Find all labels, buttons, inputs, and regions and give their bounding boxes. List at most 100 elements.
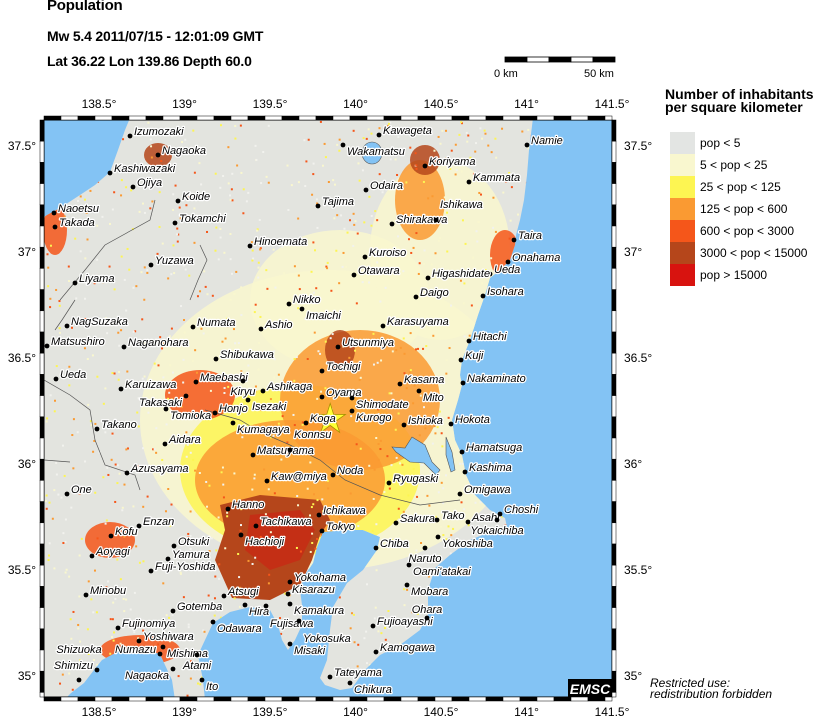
- density-cell: [134, 330, 137, 333]
- frame-tick: [39, 395, 45, 418]
- density-cell: [222, 483, 225, 486]
- city-dot-icon: [413, 294, 419, 300]
- density-cell: [463, 508, 466, 511]
- legend-swatch: [670, 242, 695, 264]
- frame-tick: [604, 115, 613, 121]
- city: Naganohara: [121, 336, 190, 350]
- density-cell: [51, 517, 54, 520]
- density-cell: [418, 434, 421, 437]
- density-cell: [61, 673, 64, 676]
- density-cell: [55, 473, 58, 476]
- density-cell: [312, 241, 315, 244]
- density-cell: [143, 375, 146, 378]
- city-dot-icon: [505, 259, 511, 265]
- epicenter-star-icon[interactable]: [313, 402, 347, 434]
- city-dot-icon: [247, 243, 253, 249]
- city: Koide: [175, 190, 211, 204]
- frame-tick: [39, 607, 45, 630]
- city-dot-icon: [83, 592, 89, 598]
- density-cell: [266, 541, 269, 544]
- frame-tick: [39, 225, 45, 248]
- density-cell: [59, 682, 62, 685]
- frame-tick: [247, 696, 266, 702]
- density-cell: [403, 352, 406, 355]
- lon-tick-label: 140.5°: [424, 97, 459, 111]
- density-cell: [70, 326, 73, 329]
- city-label: Mito: [423, 392, 444, 404]
- city-dot-icon: [466, 338, 472, 344]
- density-cell: [191, 360, 194, 363]
- city-label: Azusayama: [130, 463, 188, 475]
- density-cell: [177, 675, 180, 678]
- density-cell: [187, 626, 190, 629]
- density-cell: [111, 432, 114, 435]
- lat-tick-label: 35.5°: [8, 563, 36, 577]
- density-cell: [403, 604, 406, 607]
- density-cell: [230, 272, 233, 275]
- city-label: Tachikawa: [260, 516, 312, 528]
- city-label: Tochigi: [326, 361, 361, 373]
- city-label: Nagaoka: [162, 145, 206, 157]
- density-cell: [119, 578, 122, 581]
- city-label: Aidara: [168, 434, 201, 446]
- density-cell: [422, 347, 425, 350]
- density-cell: [293, 424, 296, 427]
- city-dot-icon: [230, 420, 236, 426]
- density-cell: [402, 518, 405, 521]
- density-cell: [355, 302, 358, 305]
- city-dot-icon: [386, 480, 392, 486]
- city-dot-icon: [170, 608, 176, 614]
- city-label: Choshi: [504, 504, 539, 516]
- density-cell: [315, 287, 318, 290]
- density-cell: [123, 278, 126, 281]
- lat-tick-label: 35.5°: [624, 563, 652, 577]
- density-cell: [254, 385, 257, 388]
- city-label: Odawara: [217, 623, 262, 635]
- density-cell: [292, 519, 295, 522]
- city-dot-icon: [115, 625, 121, 631]
- density-cell: [164, 510, 167, 513]
- density-cell: [333, 428, 336, 431]
- density-cell: [221, 466, 224, 469]
- density-cell: [137, 397, 140, 400]
- density-cell: [215, 549, 218, 552]
- frame-tick: [39, 246, 45, 269]
- city: Nikko: [286, 293, 322, 307]
- density-cell: [169, 524, 172, 527]
- density-cell: [415, 549, 418, 552]
- density-cell: [317, 350, 320, 353]
- city: Atami: [181, 652, 213, 673]
- density-cell: [409, 369, 412, 372]
- density-cell: [206, 293, 209, 296]
- density-cell: [324, 340, 327, 343]
- frame-tick: [39, 162, 45, 184]
- map-axes: 138.5° 138.5° 139° 139° 139.5° 139.5° 140° 140°…: [8, 97, 653, 718]
- city: Higashidate: [425, 267, 491, 281]
- density-cell: [53, 489, 56, 492]
- city-dot-icon: [107, 170, 113, 176]
- density-cell: [205, 480, 208, 483]
- density-cell: [349, 492, 352, 495]
- city-dot-icon: [210, 619, 216, 625]
- density-cell: [270, 523, 273, 526]
- city-dot-icon: [287, 447, 293, 453]
- lon-tick-label: 140.5°: [424, 705, 459, 718]
- frame-tick: [536, 115, 555, 121]
- frame-tick: [553, 115, 572, 121]
- density-cell: [280, 632, 283, 635]
- density-cell: [254, 303, 257, 306]
- density-cell: [312, 173, 315, 176]
- density-cell: [220, 471, 223, 474]
- density-cell: [521, 130, 524, 133]
- density-cell: [293, 379, 296, 382]
- frame-tick: [611, 374, 617, 396]
- density-cell: [458, 133, 461, 136]
- density-cell: [333, 637, 336, 640]
- density-cell: [274, 286, 277, 289]
- density-cell: [388, 487, 391, 490]
- legend-item: pop > 15000: [670, 264, 767, 286]
- density-cell: [293, 265, 296, 268]
- density-cell: [527, 147, 530, 150]
- density-cell: [391, 350, 394, 353]
- city-label: Yamura: [172, 549, 210, 561]
